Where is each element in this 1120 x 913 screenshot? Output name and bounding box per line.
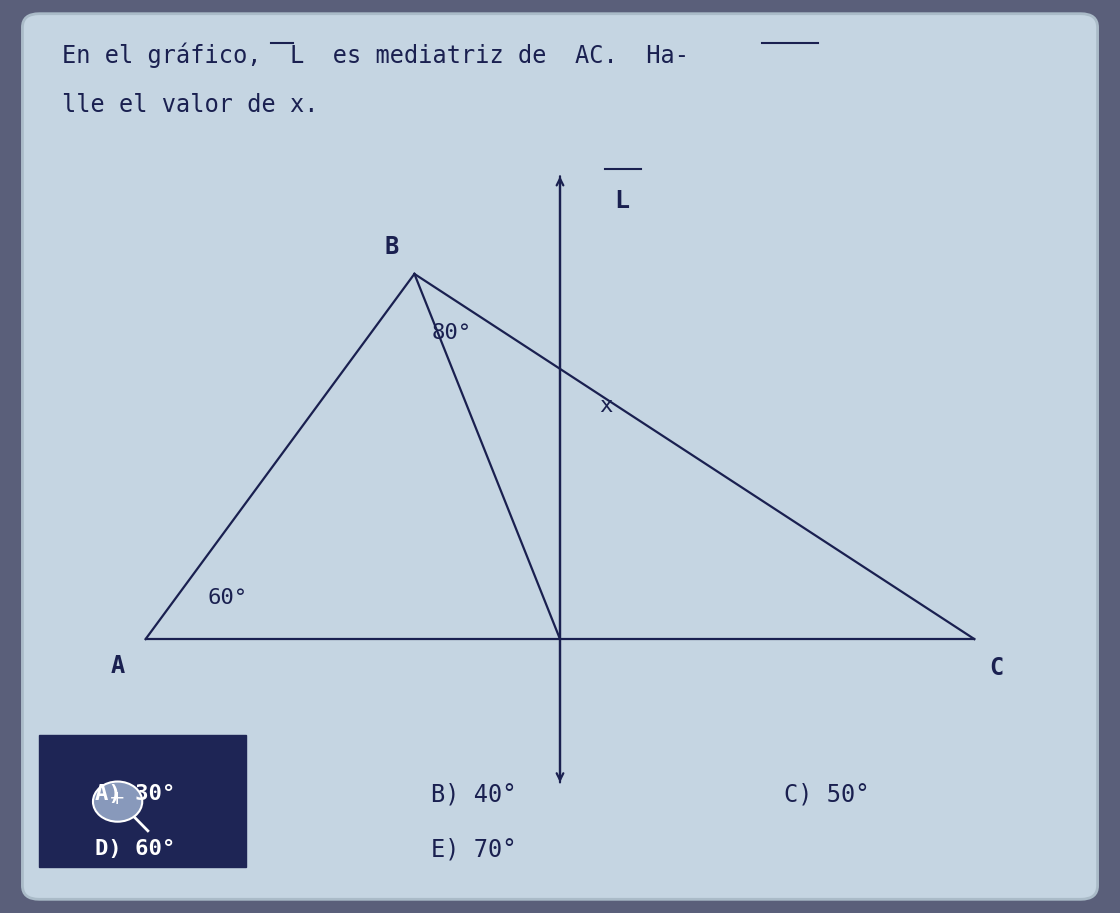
Text: E) 70°: E) 70° — [431, 837, 516, 861]
Text: En el gráfico,  L  es mediatriz de  AC.  Ha-: En el gráfico, L es mediatriz de AC. Ha- — [62, 42, 689, 68]
Text: x: x — [599, 396, 613, 416]
FancyBboxPatch shape — [22, 14, 1098, 899]
Circle shape — [93, 782, 142, 822]
FancyBboxPatch shape — [39, 735, 246, 867]
Text: B: B — [385, 235, 399, 258]
Text: lle el valor de x.: lle el valor de x. — [62, 93, 318, 117]
Text: D) 60°: D) 60° — [95, 839, 176, 859]
Text: L: L — [614, 189, 629, 213]
Text: B) 40°: B) 40° — [431, 782, 516, 806]
Text: C) 50°: C) 50° — [784, 782, 869, 806]
Text: A: A — [111, 655, 124, 678]
Text: C: C — [990, 656, 1004, 680]
Text: 60°: 60° — [207, 588, 248, 608]
Text: 80°: 80° — [431, 323, 472, 343]
Text: +: + — [110, 790, 125, 808]
Text: A) 30°: A) 30° — [95, 784, 176, 804]
